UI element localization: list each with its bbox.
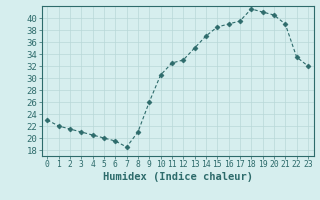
X-axis label: Humidex (Indice chaleur): Humidex (Indice chaleur) — [103, 172, 252, 182]
